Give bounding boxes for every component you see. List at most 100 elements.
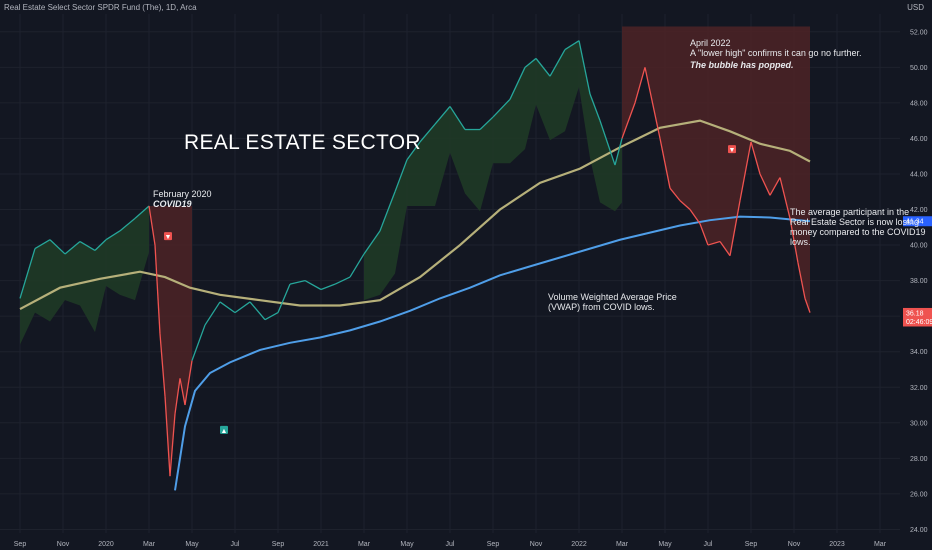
price-segment-62	[759, 173, 771, 196]
y-tick-label-0: 24.00	[910, 527, 928, 534]
price-segment-66	[797, 262, 806, 299]
price-segment-35	[434, 106, 451, 125]
x-tick-label-8: Mar	[358, 541, 371, 548]
x-tick-label-5: Jul	[231, 541, 240, 548]
price-segment-8	[119, 217, 136, 232]
price-segment-21	[234, 301, 251, 314]
x-tick-label-3: Mar	[143, 541, 156, 548]
price-segment-18	[191, 324, 206, 361]
price-segment-26	[304, 280, 322, 291]
price-segment-41	[524, 57, 537, 68]
y-tick-label-5: 34.00	[910, 349, 928, 356]
y-tick-label-9: 42.00	[910, 207, 928, 214]
x-tick-label-16: Jul	[704, 541, 713, 548]
price-segment-51	[644, 67, 661, 139]
price-segment-58	[719, 241, 731, 257]
price-segment-14	[169, 413, 176, 477]
price-segment-40	[509, 67, 526, 100]
price-segment-54	[679, 200, 691, 210]
price-segment-36	[449, 106, 466, 130]
price-segment-27	[320, 283, 336, 291]
price-segment-34	[419, 123, 436, 143]
price-segment-11	[154, 245, 161, 334]
signal-marker-2[interactable]	[728, 145, 736, 154]
annotation-vwap-line1: Volume Weighted Average Price	[548, 292, 677, 302]
price-label-2: 02:46:09	[906, 319, 932, 326]
annotation-apr-2022: April 2022 A "lower high" confirms it ca…	[690, 38, 861, 70]
annotation-vwap: Volume Weighted Average Price (VWAP) fro…	[548, 292, 677, 312]
price-segment-38	[479, 116, 494, 131]
price-segment-65	[789, 218, 799, 263]
x-tick-label-14: Mar	[616, 541, 629, 548]
price-segment-5	[79, 240, 96, 251]
annotation-avg-line4: lows.	[790, 237, 811, 247]
signal-marker-label-1: ▲	[221, 428, 228, 435]
price-segment-32	[394, 159, 408, 192]
price-segment-63	[769, 177, 781, 196]
x-tick-label-9: May	[400, 541, 414, 548]
y-tick-label-11: 46.00	[910, 136, 928, 143]
currency-label: USD	[907, 3, 924, 12]
price-segment-48	[614, 138, 623, 166]
x-tick-label-20: Mar	[874, 541, 887, 548]
annotation-avg-line3: money compared to the COVID19	[790, 227, 926, 237]
price-label-1: 36.18	[906, 310, 924, 317]
x-tick-label-2: 2020	[98, 541, 114, 548]
y-tick-label-4: 32.00	[910, 385, 928, 392]
bear-trend-fill-1	[622, 26, 810, 313]
bear-trend-fill-0	[149, 205, 192, 477]
price-segment-10	[148, 205, 156, 246]
price-segment-29	[349, 253, 365, 278]
annotation-feb-2020-line1: February 2020	[153, 189, 212, 199]
price-label-box-1	[903, 307, 932, 318]
price-segment-53	[669, 187, 681, 202]
x-tick-label-6: Sep	[272, 541, 285, 548]
bull-trend-fill-1	[364, 40, 622, 301]
price-segment-24	[277, 283, 291, 313]
price-segment-31	[379, 191, 396, 232]
price-segment-39	[492, 98, 511, 118]
x-tick-label-0: Sep	[14, 541, 27, 548]
y-tick-label-3: 30.00	[910, 420, 928, 427]
price-segment-9	[134, 205, 150, 219]
price-segment-3	[49, 239, 66, 255]
price-segment-6	[94, 239, 107, 251]
annotation-apr-2022-line3: The bubble has popped.	[690, 60, 794, 70]
x-tick-label-17: Sep	[745, 541, 758, 548]
price-segment-7	[105, 230, 121, 241]
price-segment-23	[264, 312, 279, 321]
x-tick-label-10: Jul	[446, 541, 455, 548]
chart-annotation-title: REAL ESTATE SECTOR	[184, 131, 421, 154]
price-segment-64	[779, 177, 791, 219]
x-tick-label-7: 2021	[313, 541, 329, 548]
price-segment-56	[699, 223, 709, 246]
price-segment-46	[589, 93, 601, 121]
x-tick-label-19: 2023	[829, 541, 845, 548]
price-segment-25	[289, 279, 306, 285]
price-segment-33	[406, 141, 421, 161]
price-segment-44	[564, 40, 580, 51]
price-segment-67	[804, 298, 811, 313]
price-label-0: 41.34	[906, 219, 924, 226]
signal-marker-0[interactable]	[164, 232, 172, 241]
annotation-feb-2020-line2: COVID19	[153, 199, 192, 209]
price-segment-55	[689, 209, 701, 225]
price-segment-50	[634, 67, 646, 104]
price-segment-49	[621, 102, 636, 139]
annotation-feb-2020: February 2020 COVID19	[153, 189, 212, 209]
price-segment-61	[750, 141, 761, 175]
signal-marker-label-2: ▼	[729, 147, 736, 154]
price-segment-45	[578, 40, 591, 95]
x-tick-label-11: Sep	[487, 541, 500, 548]
signal-marker-1[interactable]	[220, 425, 228, 434]
x-tick-label-12: Nov	[530, 541, 543, 548]
price-label-box-2	[903, 316, 932, 327]
price-segment-19	[204, 301, 221, 326]
annotation-avg-line2: Real Estate Sector is now losing	[790, 217, 920, 227]
price-segment-2	[34, 239, 51, 250]
x-tick-label-13: 2022	[571, 541, 587, 548]
x-tick-label-15: May	[658, 541, 672, 548]
price-label-box-0	[903, 216, 932, 227]
annotation-vwap-line2: (VWAP) from COVID lows.	[548, 302, 655, 312]
